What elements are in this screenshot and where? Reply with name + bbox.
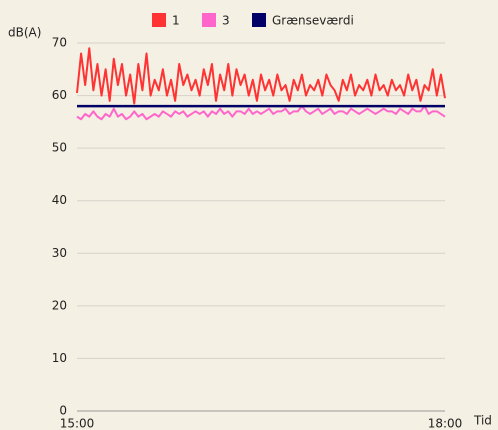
y-tick-label: 30 bbox=[52, 246, 67, 260]
series-line bbox=[76, 105, 446, 121]
y-tick-label: 50 bbox=[52, 141, 67, 155]
legend-swatch bbox=[252, 13, 266, 27]
series-line bbox=[76, 47, 446, 105]
x-tick-label: 18:00 bbox=[428, 417, 463, 430]
y-axis-label: dB(A) bbox=[8, 26, 41, 40]
legend-label: Grænseværdi bbox=[272, 14, 354, 28]
x-axis-label: Tid bbox=[473, 414, 492, 428]
y-tick-label: 60 bbox=[52, 88, 67, 102]
y-tick-label: 20 bbox=[52, 298, 67, 312]
legend-swatch bbox=[152, 13, 166, 27]
y-tick-label: 40 bbox=[52, 193, 67, 207]
y-tick-label: 10 bbox=[52, 351, 67, 365]
legend-swatch bbox=[202, 13, 216, 27]
y-tick-label: 70 bbox=[52, 36, 67, 50]
y-tick-label: 0 bbox=[59, 404, 67, 418]
x-tick-label: 15:00 bbox=[60, 417, 95, 430]
legend-label: 3 bbox=[222, 14, 230, 28]
legend-label: 1 bbox=[172, 14, 180, 28]
